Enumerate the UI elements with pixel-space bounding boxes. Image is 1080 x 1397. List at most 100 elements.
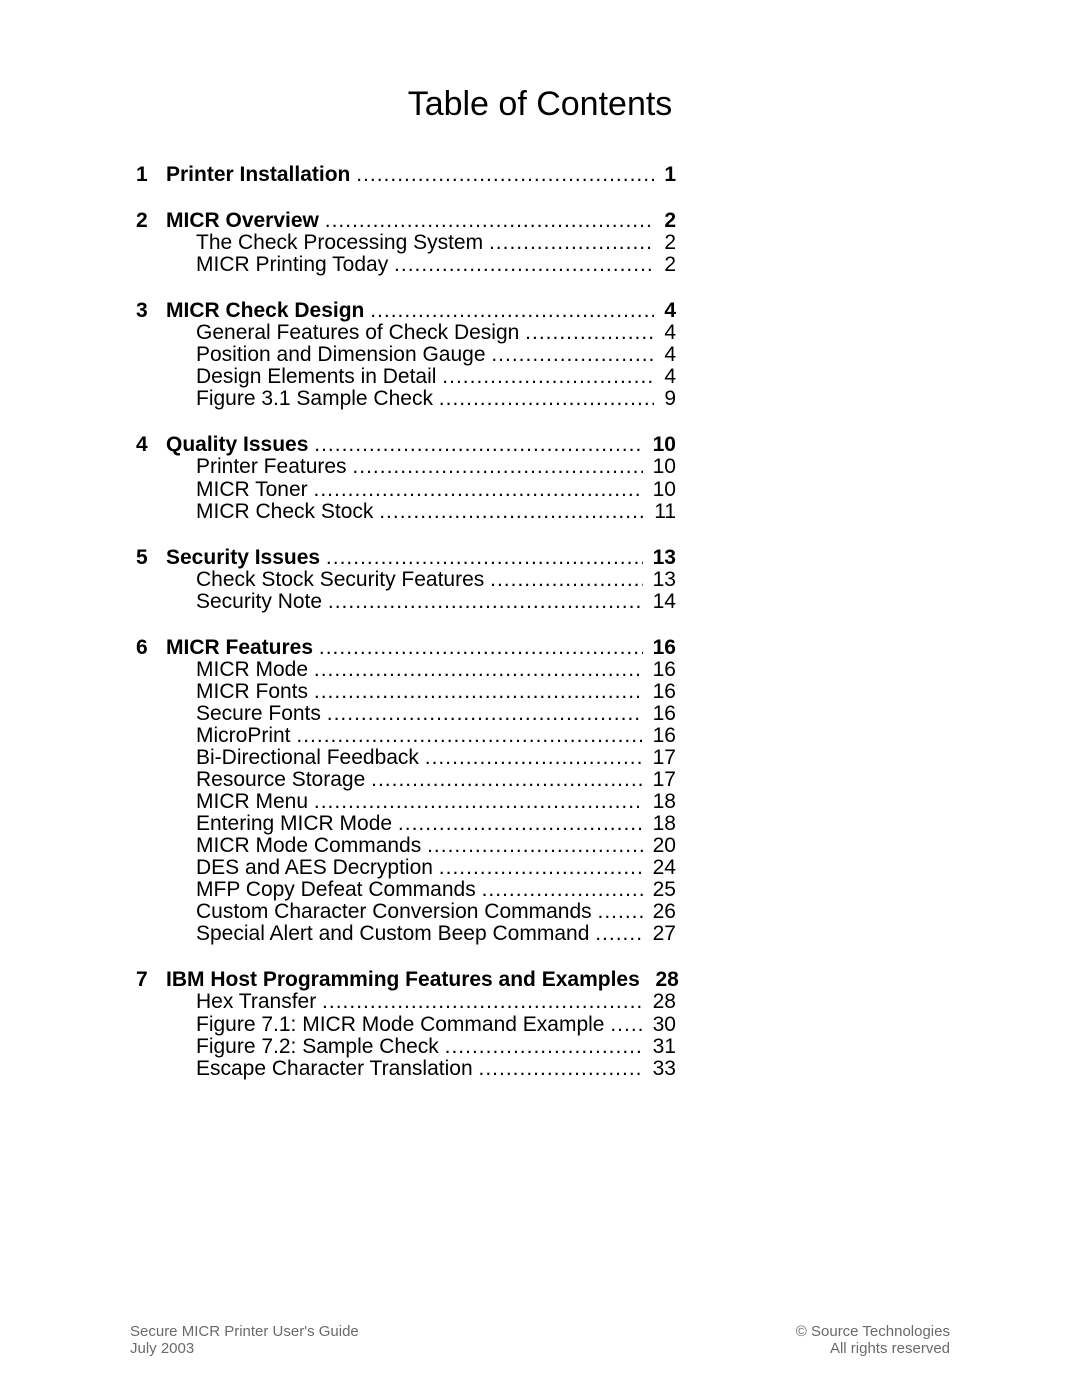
toc-section-page: 10 bbox=[643, 434, 676, 456]
toc-item: Custom Character Conversion Commands 26 bbox=[136, 901, 676, 923]
toc-section: 1Printer Installation 1 bbox=[136, 164, 676, 186]
toc-item-page: 16 bbox=[643, 681, 676, 703]
toc-item-title: MicroPrint bbox=[166, 725, 296, 747]
toc-item-page: 11 bbox=[644, 501, 676, 523]
toc-section-heading: 7IBM Host Programming Features and Examp… bbox=[136, 969, 676, 991]
toc-leader bbox=[490, 569, 643, 591]
toc-leader bbox=[597, 901, 642, 923]
toc-item-page: 16 bbox=[643, 659, 676, 681]
toc-leader bbox=[352, 456, 642, 478]
toc-item-title: Entering MICR Mode bbox=[166, 813, 398, 835]
toc-item-title: Figure 3.1 Sample Check bbox=[166, 388, 439, 410]
toc-leader bbox=[478, 1058, 642, 1080]
toc-leader bbox=[439, 388, 655, 410]
toc-item-title: Secure Fonts bbox=[166, 703, 327, 725]
toc-item-page: 14 bbox=[643, 591, 676, 613]
toc-section: 6MICR Features 16MICR Mode 16MICR Fonts … bbox=[136, 637, 676, 946]
toc-leader bbox=[370, 300, 654, 322]
toc-item-page: 9 bbox=[654, 388, 676, 410]
toc-item-page: 17 bbox=[643, 769, 676, 791]
toc-item-title: MICR Mode bbox=[166, 659, 314, 681]
toc-section-number: 7 bbox=[136, 969, 166, 991]
toc-item-title: Bi-Directional Feedback bbox=[166, 747, 425, 769]
toc-item: Figure 7.1: MICR Mode Command Example 30 bbox=[136, 1014, 676, 1036]
toc-section: 5Security Issues 13Check Stock Security … bbox=[136, 547, 676, 613]
toc-item-title: MICR Check Stock bbox=[166, 501, 379, 523]
toc-leader bbox=[314, 434, 643, 456]
toc-section-number: 2 bbox=[136, 210, 166, 232]
page-footer: Secure MICR Printer User's Guide July 20… bbox=[130, 1323, 950, 1357]
toc-section-number: 6 bbox=[136, 637, 166, 659]
toc-section-heading: 3MICR Check Design 4 bbox=[136, 300, 676, 322]
toc-item-page: 25 bbox=[643, 879, 676, 901]
toc-leader bbox=[326, 547, 643, 569]
toc-section-title: IBM Host Programming Features and Exampl… bbox=[166, 969, 646, 991]
toc-leader bbox=[314, 681, 643, 703]
toc-leader bbox=[394, 254, 654, 276]
toc-leader bbox=[595, 923, 643, 945]
toc-section-page: 2 bbox=[654, 210, 676, 232]
toc-item-page: 2 bbox=[654, 232, 676, 254]
toc-item-title: The Check Processing System bbox=[166, 232, 489, 254]
toc-item: General Features of Check Design 4 bbox=[136, 322, 676, 344]
footer-copyright: © Source Technologies bbox=[796, 1323, 950, 1340]
toc-item: Figure 3.1 Sample Check 9 bbox=[136, 388, 676, 410]
toc-item-title: Resource Storage bbox=[166, 769, 371, 791]
toc-leader bbox=[442, 366, 654, 388]
toc-item: DES and AES Decryption 24 bbox=[136, 857, 676, 879]
toc-item-page: 17 bbox=[643, 747, 676, 769]
toc-item-title: Printer Features bbox=[166, 456, 352, 478]
toc-section-number: 5 bbox=[136, 547, 166, 569]
toc-section: 4Quality Issues 10Printer Features 10 MIC… bbox=[136, 434, 676, 522]
toc-item: The Check Processing System 2 bbox=[136, 232, 676, 254]
toc-leader bbox=[491, 344, 654, 366]
toc-item-page: 24 bbox=[643, 857, 676, 879]
toc-item: Entering MICR Mode 18 bbox=[136, 813, 676, 835]
toc-item-page: 18 bbox=[643, 813, 676, 835]
toc-item-page: 31 bbox=[643, 1036, 676, 1058]
toc-section-title: MICR Overview bbox=[166, 210, 325, 232]
toc-item: Check Stock Security Features 13 bbox=[136, 569, 676, 591]
toc-section-heading: 2MICR Overview 2 bbox=[136, 210, 676, 232]
toc-section-heading: 4Quality Issues 10 bbox=[136, 434, 676, 456]
toc-item-page: 10 bbox=[643, 456, 676, 478]
toc-item: MICR Mode Commands 20 bbox=[136, 835, 676, 857]
toc-section: 2MICR Overview 2The Check Processing Sys… bbox=[136, 210, 676, 276]
toc-leader bbox=[427, 835, 643, 857]
toc-leader bbox=[314, 659, 643, 681]
toc-leader bbox=[319, 637, 643, 659]
toc-item: MicroPrint 16 bbox=[136, 725, 676, 747]
toc-section: 3MICR Check Design 4General Features of … bbox=[136, 300, 676, 410]
toc-item-title: MICR Printing Today bbox=[166, 254, 394, 276]
toc-section-heading: 1Printer Installation 1 bbox=[136, 164, 676, 186]
page: Table of Contents 1Printer Installation … bbox=[0, 0, 1080, 1397]
toc-item: Security Note 14 bbox=[136, 591, 676, 613]
toc-item-title: MFP Copy Defeat Commands bbox=[166, 879, 482, 901]
toc-item-page: 30 bbox=[643, 1014, 676, 1036]
toc-leader bbox=[356, 164, 654, 186]
toc-section-page: 16 bbox=[643, 637, 676, 659]
toc-item-title: Figure 7.2: Sample Check bbox=[166, 1036, 445, 1058]
toc-item: Special Alert and Custom Beep Command 27 bbox=[136, 923, 676, 945]
toc-section-page: 28 bbox=[646, 969, 679, 991]
footer-right: © Source Technologies All rights reserve… bbox=[796, 1323, 950, 1357]
toc-item: Figure 7.2: Sample Check 31 bbox=[136, 1036, 676, 1058]
toc-leader bbox=[371, 769, 643, 791]
toc-item-title: MICR Fonts bbox=[166, 681, 314, 703]
toc-item-page: 26 bbox=[643, 901, 676, 923]
toc-item: Design Elements in Detail 4 bbox=[136, 366, 676, 388]
toc-section: 7IBM Host Programming Features and Examp… bbox=[136, 969, 676, 1079]
toc-leader bbox=[327, 703, 643, 725]
toc-item-page: 18 bbox=[643, 791, 676, 813]
footer-doc-title: Secure MICR Printer User's Guide bbox=[130, 1323, 359, 1340]
toc-leader bbox=[525, 322, 654, 344]
toc-item: MICR Mode 16 bbox=[136, 659, 676, 681]
toc-item: Bi-Directional Feedback 17 bbox=[136, 747, 676, 769]
toc-item-page: 4 bbox=[654, 344, 676, 366]
toc-leader bbox=[489, 232, 655, 254]
toc-item: MFP Copy Defeat Commands 25 bbox=[136, 879, 676, 901]
toc-section-page: 13 bbox=[643, 547, 676, 569]
toc-item-title: General Features of Check Design bbox=[166, 322, 525, 344]
toc-item-page: 10 bbox=[643, 479, 676, 501]
toc-leader bbox=[482, 879, 643, 901]
